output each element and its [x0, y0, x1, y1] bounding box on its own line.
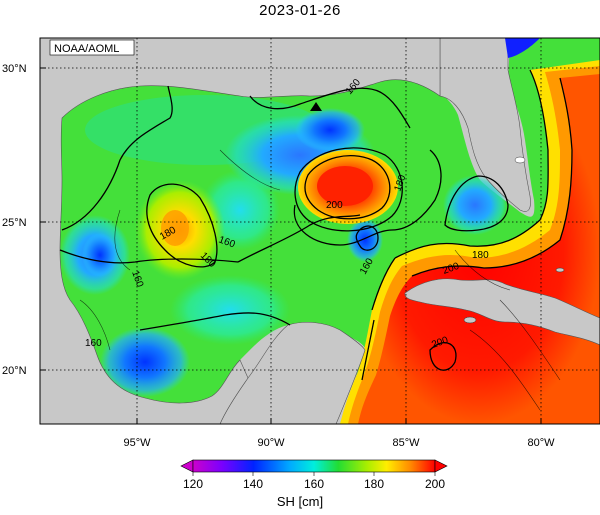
credit-box — [49, 39, 135, 56]
contour-minor-lines — [79, 149, 561, 411]
contour-180-loop — [394, 69, 549, 259]
contour-160-west — [61, 85, 173, 231]
atlantic-blue-patch — [505, 38, 540, 58]
colorbar-title: SH [cm] — [276, 494, 324, 509]
contour-160-northeast — [249, 87, 411, 129]
loop-current-red — [358, 74, 600, 424]
contour-label: 200 — [326, 200, 343, 211]
contour-180-yellow — [146, 183, 218, 268]
zone-orange-core — [161, 210, 189, 246]
contour-200-loop — [411, 77, 573, 277]
cuba — [404, 278, 600, 346]
colorbar-tick-label: 180 — [364, 477, 384, 491]
colorbar-low-arrow — [180, 459, 194, 473]
contour-160-south — [139, 312, 291, 331]
buoy-marker-icon — [310, 102, 322, 111]
island-isla-juventud — [463, 316, 477, 324]
grid-lines — [40, 38, 600, 424]
contour-200-eddy — [304, 155, 391, 220]
contour-lines — [59, 69, 573, 381]
lon-label-80w: 80°W — [527, 437, 555, 449]
zone-blue-south — [100, 327, 190, 397]
colorbar-ramp — [192, 459, 436, 473]
colorbar: 120 140 160 180 200 — [180, 459, 448, 491]
colorbar-high-arrow — [434, 459, 448, 473]
zone-blue-west-core — [82, 233, 118, 277]
credit-label: NOAA/AOML — [54, 43, 119, 55]
colorbar-tick-label: 160 — [304, 477, 324, 491]
island-b — [555, 267, 565, 273]
lon-label-85w: 85°W — [392, 437, 420, 449]
map-title: 2023-01-26 — [259, 2, 341, 19]
zone-cyan-south — [170, 275, 290, 345]
colorbar-tick-label: 140 — [243, 477, 263, 491]
colorbar-tick-label: 200 — [425, 477, 445, 491]
lat-label-20n: 20°N — [2, 365, 27, 377]
warm-eddy-core — [317, 166, 373, 206]
island-a — [514, 156, 526, 164]
contour-160-gulfstream — [371, 257, 396, 311]
contour-label: 160 — [85, 338, 102, 349]
contour-160-florida — [444, 175, 509, 232]
lon-label-95w: 95°W — [123, 437, 151, 449]
contour-160-eddy-ring — [293, 149, 442, 246]
contour-label: 180 — [472, 250, 489, 261]
mexico-coast — [40, 38, 441, 424]
contour-160-center — [237, 214, 361, 263]
contour-blue-eddy — [355, 225, 379, 251]
zone-blue-eddy — [347, 218, 383, 262]
plot-frame — [39, 37, 600, 425]
lat-label-25n: 25°N — [2, 217, 27, 229]
florida — [439, 38, 531, 212]
contour-200-south — [429, 342, 457, 371]
contour-180-eddy — [294, 147, 403, 232]
colorbar-tick-label: 120 — [183, 477, 203, 491]
axis-ticks — [40, 67, 542, 424]
contour-180-southwest — [361, 319, 375, 381]
lat-label-30n: 30°N — [2, 63, 27, 75]
zone-blue-east — [443, 175, 507, 235]
contour-180-west-arc — [59, 249, 239, 264]
lon-label-90w: 90°W — [257, 437, 285, 449]
zone-blue-north — [295, 108, 365, 152]
